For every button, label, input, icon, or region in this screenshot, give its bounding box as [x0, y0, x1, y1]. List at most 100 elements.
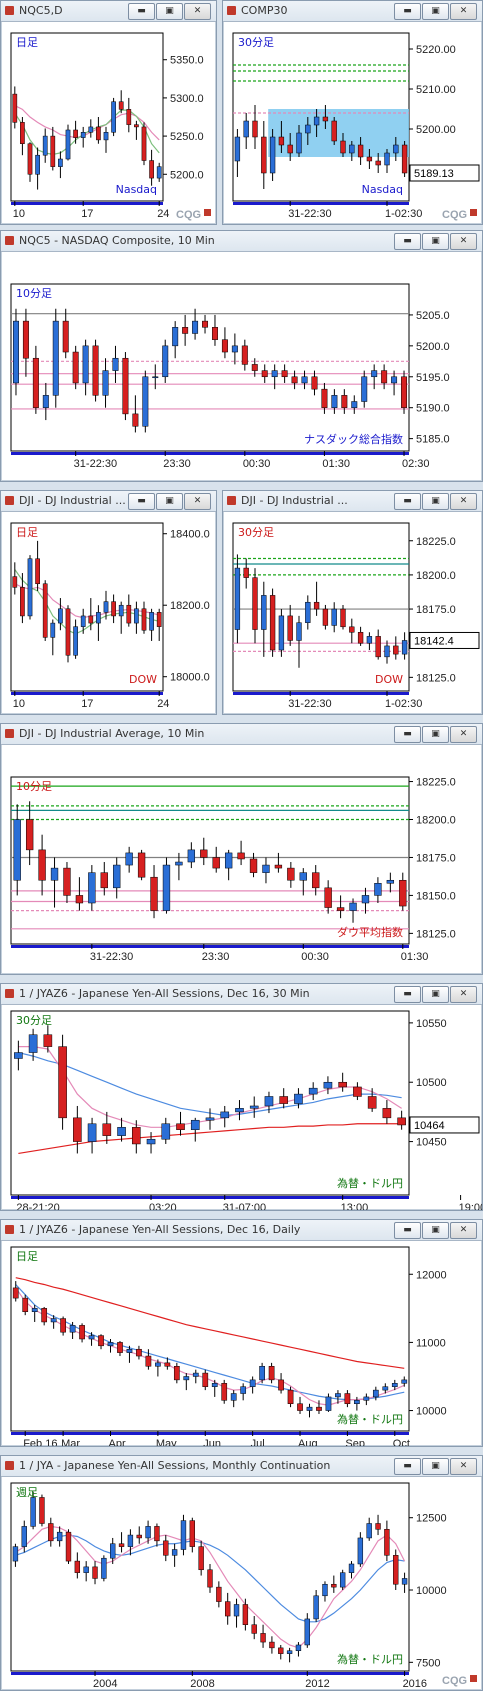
candle — [322, 105, 329, 129]
close-button[interactable]: ✕ — [450, 986, 477, 1003]
candle — [103, 590, 109, 620]
maximize-button[interactable]: ▣ — [422, 3, 449, 20]
title-bar[interactable]: DJI - DJ Industrial ... ▬ ▣ ✕ — [1, 491, 216, 512]
last-price-tag — [409, 1116, 480, 1134]
chart-window-dji-30min[interactable]: DJI - DJ Industrial ... ▬ ▣ ✕ 18225.0 18200.0… — [222, 490, 483, 715]
minimize-button[interactable]: ▬ — [394, 726, 421, 743]
title-bar[interactable]: NQC5,D ▬ ▣ ✕ — [1, 1, 216, 22]
maximize-button[interactable]: ▣ — [156, 493, 183, 510]
candle — [107, 1339, 114, 1353]
maximize-button[interactable]: ▣ — [422, 1222, 449, 1239]
title-bar[interactable]: DJI - DJ Industrial Average, 10 Min ▬ ▣ ✕ — [1, 724, 482, 745]
candle — [117, 1341, 123, 1357]
y-tick-label: 18150.0 — [416, 890, 456, 902]
chart-window-nqc5-10min[interactable]: NQC5 - NASDAQ Composite, 10 Min ▬ ▣ ✕ 5205.0… — [0, 230, 483, 482]
candle — [231, 333, 238, 365]
candle — [12, 86, 18, 129]
y-tick-label: 5250.0 — [170, 131, 204, 143]
close-button[interactable]: ✕ — [450, 1458, 477, 1475]
close-button[interactable]: ✕ — [184, 493, 211, 510]
chart-window-jyaz6-daily[interactable]: 1 / JYAZ6 - Japanese Yen-All Sessions, D… — [0, 1219, 483, 1447]
title-bar[interactable]: 1 / JYAZ6 - Japanese Yen-All Sessions, D… — [1, 1220, 482, 1241]
candle — [366, 1517, 372, 1541]
app-icon — [5, 496, 14, 505]
candle — [72, 345, 79, 390]
candle — [180, 1514, 187, 1556]
x-tick-label: 02:30 — [402, 458, 430, 470]
close-button[interactable]: ✕ — [450, 493, 477, 510]
candle — [259, 1362, 265, 1384]
minimize-button[interactable]: ▬ — [394, 233, 421, 250]
candle — [261, 581, 267, 657]
candle — [235, 1100, 244, 1121]
candle — [331, 1575, 337, 1593]
minimize-button[interactable]: ▬ — [128, 3, 155, 20]
title-bar[interactable]: NQC5 - NASDAQ Composite, 10 Min ▬ ▣ ✕ — [1, 231, 482, 252]
candle — [252, 568, 258, 644]
close-button[interactable]: ✕ — [450, 233, 477, 250]
candle — [296, 615, 302, 668]
window-title: DJI - DJ Industrial ... — [19, 494, 126, 507]
title-bar[interactable]: 1 / JYAZ6 - Japanese Yen-All Sessions, D… — [1, 984, 482, 1005]
window-title: 1 / JYA - Japanese Yen-All Sessions, Mon… — [19, 1459, 331, 1472]
candle — [287, 862, 295, 888]
candle — [111, 97, 116, 137]
close-button[interactable]: ✕ — [450, 726, 477, 743]
chart-window-dji-daily[interactable]: DJI - DJ Industrial ... ▬ ▣ ✕ 18400.0 18200.0… — [0, 490, 217, 715]
candle — [262, 857, 270, 884]
candle — [12, 562, 18, 595]
window-title: NQC5,D — [19, 4, 63, 17]
maximize-button[interactable]: ▣ — [156, 3, 183, 20]
candle — [126, 97, 132, 133]
maximize-button[interactable]: ▣ — [422, 1458, 449, 1475]
chart-window-dji-10min[interactable]: DJI - DJ Industrial Average, 10 Min ▬ ▣ ✕ 18… — [0, 723, 483, 975]
minimize-button[interactable]: ▬ — [394, 493, 421, 510]
candle — [331, 602, 337, 633]
minimize-button[interactable]: ▬ — [394, 1458, 421, 1475]
candle — [205, 1108, 215, 1130]
title-bar[interactable]: 1 / JYA - Japanese Yen-All Sessions, Mon… — [1, 1456, 482, 1477]
chart-svg: 12000 11000 10000 Feb 16 Mar Apr May Jun Jul Aug S… — [10, 1246, 447, 1446]
close-button[interactable]: ✕ — [450, 3, 477, 20]
candle — [393, 636, 399, 660]
minimize-button[interactable]: ▬ — [394, 986, 421, 1003]
close-button[interactable]: ✕ — [184, 3, 211, 20]
candle — [261, 121, 267, 189]
candle — [299, 868, 307, 896]
minimize-button[interactable]: ▬ — [394, 1222, 421, 1239]
x-tick-label: Oct — [393, 1438, 410, 1446]
x-tick-label: 31-22:30 — [74, 458, 117, 470]
candle — [88, 119, 94, 138]
maximize-button[interactable]: ▣ — [422, 233, 449, 250]
title-bar[interactable]: COMP30 ▬ ▣ ✕ — [223, 1, 482, 22]
x-tick-label: 1-02:30 — [385, 698, 422, 710]
chart-window-jyaz6-30min[interactable]: 1 / JYAZ6 - Japanese Yen-All Sessions, D… — [0, 983, 483, 1211]
minimize-button[interactable]: ▬ — [128, 493, 155, 510]
chart-window-jya-monthly[interactable]: 1 / JYA - Japanese Yen-All Sessions, Mon… — [0, 1455, 483, 1691]
candle — [313, 1590, 319, 1622]
maximize-button[interactable]: ▣ — [422, 726, 449, 743]
candle — [251, 358, 258, 377]
window-title: DJI - DJ Industrial ... — [241, 494, 348, 507]
maximize-button[interactable]: ▣ — [422, 986, 449, 1003]
candle — [278, 121, 285, 153]
maximize-button[interactable]: ▣ — [422, 493, 449, 510]
chart-window-comp30[interactable]: COMP30 ▬ ▣ ✕ 5220.00 5210.00 5200.00 31-22:30 1-… — [222, 0, 483, 225]
close-button[interactable]: ✕ — [450, 1222, 477, 1239]
candle — [212, 846, 220, 873]
candle — [118, 601, 124, 634]
candle — [74, 1552, 81, 1579]
chart-window-nqc5-daily[interactable]: NQC5,D▬▣✕5350.05300.05250.05200.01017243… — [0, 0, 217, 225]
time-axis-bar — [11, 692, 163, 695]
candle — [243, 558, 249, 589]
candle — [384, 149, 390, 173]
minimize-button[interactable]: ▬ — [394, 3, 421, 20]
timeframe-label: 日足 — [16, 1250, 38, 1263]
window-title: 1 / JYAZ6 - Japanese Yen-All Sessions, D… — [19, 1223, 301, 1236]
candle — [316, 1400, 322, 1414]
candle — [371, 364, 378, 390]
candle — [225, 1592, 231, 1625]
window-title: COMP30 — [241, 4, 288, 17]
title-bar[interactable]: DJI - DJ Industrial ... ▬ ▣ ✕ — [223, 491, 482, 512]
candle — [357, 1532, 364, 1567]
